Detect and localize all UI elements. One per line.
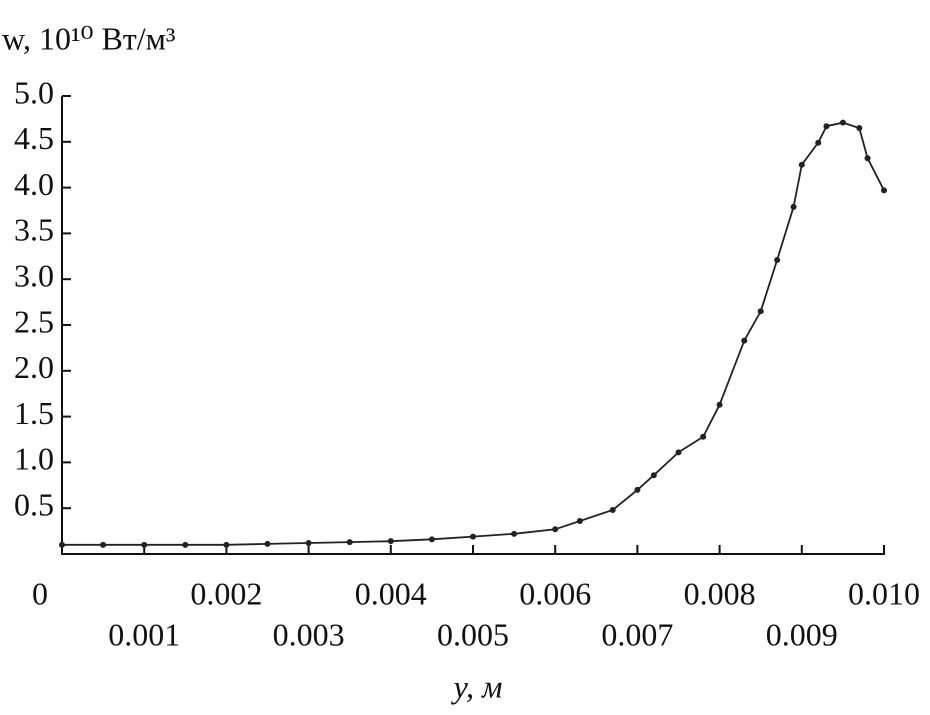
x-tick-label: 0.008 — [684, 575, 756, 611]
data-point — [100, 541, 107, 548]
x-tick-label: 0.003 — [273, 616, 345, 652]
data-point — [511, 530, 518, 537]
x-tick-label: 0.002 — [190, 575, 262, 611]
data-point — [798, 161, 805, 168]
data-point — [815, 139, 822, 146]
x-tick-label: 0.007 — [601, 616, 673, 652]
y-tick-label: 0.5 — [14, 487, 54, 523]
data-point — [576, 518, 583, 525]
data-point — [774, 256, 781, 263]
data-point — [864, 155, 871, 162]
x-tick-label: 0.001 — [108, 616, 180, 652]
data-point — [59, 541, 65, 548]
y-tick-label: 3.5 — [14, 212, 54, 248]
data-point — [305, 540, 312, 547]
y-tick-label: 1.0 — [14, 441, 54, 477]
x-tick-label: 0.010 — [848, 575, 920, 611]
y-tick-label: 4.5 — [14, 120, 54, 156]
y-tick-label: 2.0 — [14, 349, 54, 385]
data-point — [609, 507, 616, 514]
data-point — [700, 433, 707, 440]
x-tick-label: 0.005 — [437, 616, 509, 652]
data-point — [741, 337, 748, 344]
data-point — [182, 541, 189, 548]
data-point — [790, 203, 797, 210]
data-point — [881, 187, 887, 194]
data-line — [62, 121, 885, 546]
x-tick-label: 0.004 — [355, 575, 427, 611]
data-point — [856, 125, 863, 132]
y-tick-label: 4.0 — [14, 166, 54, 202]
x-tick-label: 0 — [32, 575, 48, 611]
data-point — [634, 486, 641, 493]
y-tick-label: 1.5 — [14, 395, 54, 431]
data-point — [264, 540, 271, 547]
data-point — [470, 533, 476, 540]
data-point — [757, 308, 764, 315]
y-tick-label: 5.0 — [14, 74, 54, 110]
data-point — [552, 526, 559, 533]
data-point — [141, 541, 148, 548]
data-point — [823, 123, 830, 130]
data-point — [428, 536, 435, 543]
x-tick-label: 0.009 — [766, 616, 838, 652]
y-tick-label: 3.0 — [14, 258, 54, 294]
y-axis-label: w, 10¹⁰ Вт/м³ — [2, 20, 176, 56]
data-point — [839, 119, 846, 126]
data-point — [346, 539, 353, 546]
data-point — [650, 472, 657, 479]
y-tick-label: 2.5 — [14, 303, 54, 339]
data-point — [223, 541, 230, 548]
data-point — [387, 538, 394, 545]
data-point — [675, 449, 682, 456]
data-point — [716, 401, 723, 408]
x-tick-label: 0.006 — [519, 575, 591, 611]
x-axis-label: y, м — [451, 668, 503, 704]
